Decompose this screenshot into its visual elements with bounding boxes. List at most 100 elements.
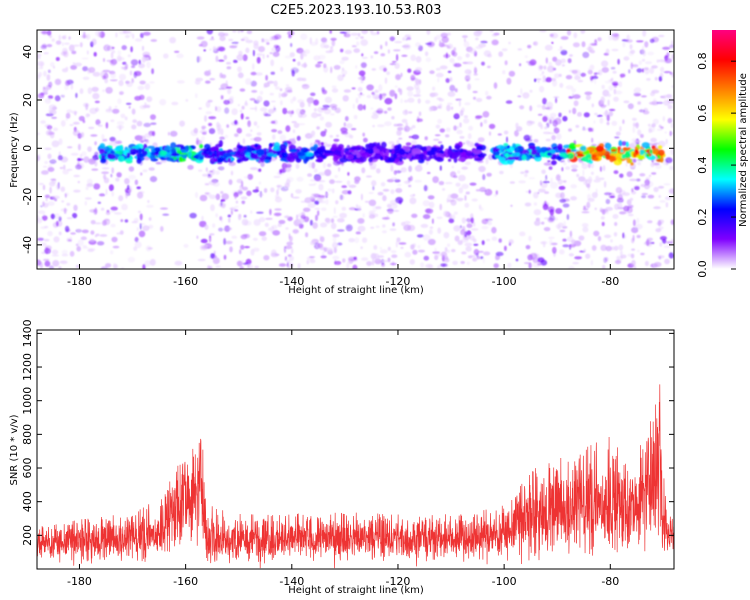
noise-blob [508,70,516,77]
noise-blob [247,263,250,268]
ridge-blob [171,148,177,155]
noise-blob [539,30,547,33]
noise-blob [390,189,395,195]
noise-blob [650,91,655,97]
noise-blob [139,191,145,194]
noise-blob [300,53,304,60]
noise-blob [638,109,646,113]
noise-blob [50,178,57,181]
noise-blob [542,97,547,105]
noise-blob [437,77,440,83]
snr-x-tick-label: -120 [385,575,410,588]
noise-blob [124,219,129,223]
noise-blob [498,51,504,57]
noise-blob [252,247,260,252]
ridge-blob [451,151,460,159]
noise-blob [209,265,213,269]
noise-blob [449,58,455,63]
noise-blob [418,249,425,253]
noise-blob [288,265,291,269]
noise-blob [130,31,133,37]
noise-blob [427,264,434,269]
noise-blob [404,109,408,114]
noise-blob [212,181,220,187]
noise-blob [410,74,416,81]
noise-blob [205,167,208,172]
snr-y-tick-label: 1000 [21,387,34,415]
noise-blob [573,100,579,107]
noise-blob [575,124,580,128]
noise-blob [196,235,199,239]
noise-blob [482,258,485,264]
noise-blob [234,195,237,200]
noise-blob [591,75,599,80]
noise-blob [266,54,269,58]
noise-blob [368,199,377,207]
ridge-blob [343,154,347,160]
noise-blob [380,44,383,50]
noise-blob [66,146,73,149]
ridge-blob [289,151,299,158]
noise-blob [194,191,199,199]
noise-blob [653,206,661,210]
noise-blob [148,217,152,221]
spectrogram-x-tick-label: -120 [385,275,410,288]
noise-blob [46,74,51,81]
noise-blob [228,217,231,223]
noise-blob [491,226,497,234]
noise-blob [653,261,662,268]
noise-blob [428,229,433,235]
noise-blob [85,103,89,111]
noise-blob [287,30,295,36]
noise-blob [458,174,466,182]
spectrogram-y-tick-label: 40 [21,45,34,59]
noise-blob [528,262,532,269]
noise-blob [57,155,63,161]
noise-blob [73,174,80,178]
noise-blob [533,209,542,216]
noise-blob [407,68,412,73]
ridge-blob [528,145,537,150]
noise-blob [407,97,415,103]
noise-blob [341,185,348,189]
noise-blob [316,126,320,130]
noise-blob [250,167,258,171]
ridge-blob [512,143,516,149]
noise-blob [332,235,337,243]
noise-blob [297,61,301,66]
noise-blob [644,260,649,267]
noise-blob [376,168,381,174]
spectrogram-x-tick-label: -100 [492,275,517,288]
ridge-blob [649,149,653,154]
noise-blob [272,51,280,57]
noise-blob [94,207,98,215]
noise-blob [482,174,486,181]
noise-blob [478,204,482,209]
noise-blob [554,117,562,125]
noise-blob [308,135,316,138]
noise-blob [59,166,64,170]
noise-blob [134,38,143,42]
noise-blob [236,260,243,267]
noise-blob [362,132,366,137]
noise-blob [378,93,383,101]
noise-blob [61,253,69,257]
noise-blob [640,95,647,98]
noise-blob [208,174,211,177]
noise-blob [198,169,203,172]
noise-blob [292,129,296,134]
noise-blob [663,94,667,100]
noise-blob [601,60,609,67]
noise-blob [64,193,67,198]
colorbar-gradient [712,30,736,269]
noise-blob [663,245,671,249]
noise-blob [365,175,372,178]
noise-blob [342,258,346,263]
ridge-blob [576,153,585,157]
noise-blob [92,92,100,100]
noise-blob [568,243,576,248]
noise-blob [597,37,602,42]
noise-blob [515,258,519,262]
noise-blob [223,99,231,105]
noise-blob [131,220,138,224]
